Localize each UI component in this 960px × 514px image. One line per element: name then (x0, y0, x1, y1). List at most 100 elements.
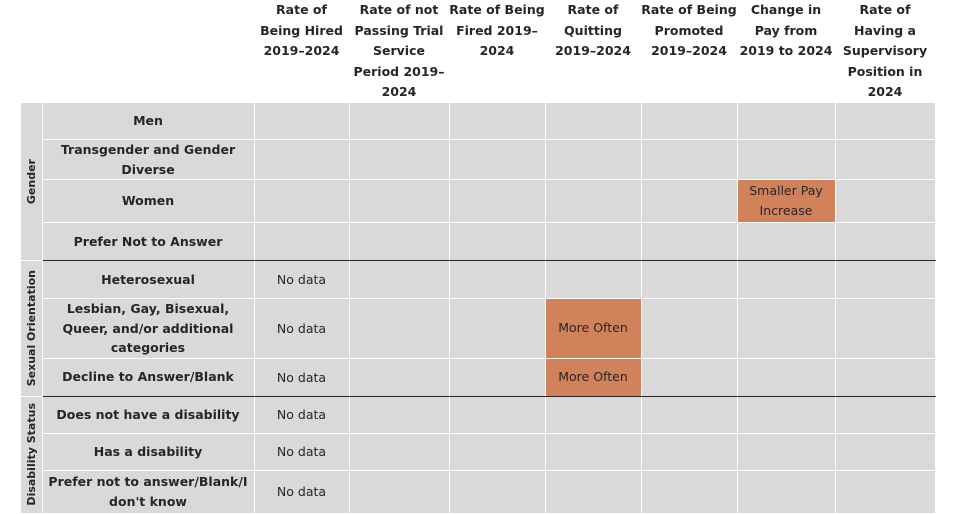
table-cell (449, 260, 546, 299)
table-cell (545, 260, 642, 299)
table-cell (449, 470, 546, 514)
table-cell (349, 102, 450, 140)
table-cell (641, 179, 738, 223)
table-cell (835, 139, 936, 180)
table-cell (737, 396, 836, 434)
table-cell (449, 298, 546, 359)
row-label: Prefer Not to Answer (42, 222, 255, 261)
table-cell (737, 222, 836, 261)
table-cell (737, 470, 836, 514)
table-row: Prefer Not to Answer (21, 222, 936, 261)
group-label-disability-status: Disability Status (21, 396, 43, 514)
table-cell (545, 396, 642, 434)
table-cell (641, 222, 738, 261)
table-cell (737, 298, 836, 359)
table-cell (641, 102, 738, 140)
column-header-fired: Rate of Being Fired 2019–2024 (449, 0, 545, 103)
table-cell (737, 102, 836, 140)
table-row: Prefer not to answer/Blank/I don't know … (21, 470, 936, 514)
table-cell (641, 433, 738, 471)
table-cell (835, 179, 936, 223)
table-cell (835, 298, 936, 359)
table-cell (545, 433, 642, 471)
table-cell: No data (254, 470, 350, 514)
table-cell (545, 470, 642, 514)
table-cell (835, 102, 936, 140)
table-cell (737, 260, 836, 299)
highlight-cell-smaller-pay-increase: Smaller Pay Increase (737, 179, 836, 223)
table-cell (641, 358, 738, 397)
table-cell (254, 102, 350, 140)
table-cell (449, 102, 546, 140)
table-cell (449, 179, 546, 223)
row-label: Men (42, 102, 255, 140)
row-label: Does not have a disability (42, 396, 255, 434)
table-cell (449, 358, 546, 397)
table-cell (737, 433, 836, 471)
table-cell (349, 139, 450, 180)
table-cell (349, 358, 450, 397)
header-corner (21, 0, 42, 103)
table-cell: No data (254, 298, 350, 359)
table-cell (349, 433, 450, 471)
table-cell (349, 179, 450, 223)
table-row: Women Smaller Pay Increase (21, 179, 936, 223)
table-cell (449, 222, 546, 261)
table-cell: No data (254, 433, 350, 471)
table-cell (835, 260, 936, 299)
table-cell (349, 470, 450, 514)
table-cell (641, 139, 738, 180)
table-cell (835, 433, 936, 471)
row-label: Prefer not to answer/Blank/I don't know (42, 470, 255, 514)
table-cell (641, 298, 738, 359)
table-cell (835, 396, 936, 434)
group-label-gender: Gender (21, 102, 43, 261)
table-row: Has a disability No data (21, 433, 936, 471)
table-cell (641, 260, 738, 299)
row-label: Has a disability (42, 433, 255, 471)
table-cell (835, 470, 936, 514)
header-row: Rate of Being Hired 2019–2024 Rate of no… (21, 0, 935, 103)
table-cell (545, 102, 642, 140)
table-cell (835, 222, 936, 261)
column-header-pay-change: Change in Pay from 2019 to 2024 (737, 0, 835, 103)
column-header-supervisory: Rate of Having a Supervisory Position in… (835, 0, 935, 103)
table-row: Transgender and Gender Diverse (21, 139, 936, 180)
row-label: Transgender and Gender Diverse (42, 139, 255, 180)
table-cell (349, 396, 450, 434)
table-cell (449, 396, 546, 434)
table-cell (449, 139, 546, 180)
table-cell: No data (254, 396, 350, 434)
outcomes-table: Rate of Being Hired 2019–2024 Rate of no… (21, 0, 936, 514)
column-header-promoted: Rate of Being Promoted 2019–2024 (641, 0, 737, 103)
table-cell (737, 139, 836, 180)
table-cell (737, 358, 836, 397)
row-label: Lesbian, Gay, Bisexual, Queer, and/or ad… (42, 298, 255, 359)
table-row: Sexual Orientation Heterosexual No data (21, 260, 936, 397)
table-cell: No data (254, 358, 350, 397)
table-cell (835, 358, 936, 397)
table-cell (449, 433, 546, 471)
table-cell (254, 179, 350, 223)
table-row: Disability Status Does not have a disabi… (21, 396, 936, 514)
row-label: Heterosexual (42, 260, 255, 299)
table-cell (545, 222, 642, 261)
table-cell: No data (254, 260, 350, 299)
table-cell (254, 139, 350, 180)
row-label: Women (42, 179, 255, 223)
column-header-hired: Rate of Being Hired 2019–2024 (254, 0, 349, 103)
row-label: Decline to Answer/Blank (42, 358, 255, 397)
table-cell (349, 260, 450, 299)
table-cell (254, 222, 350, 261)
column-header-quitting: Rate of Quitting 2019–2024 (545, 0, 641, 103)
table-cell (545, 139, 642, 180)
header-corner-label (42, 0, 254, 103)
highlight-cell-more-often: More Often (545, 358, 642, 397)
table-row: Lesbian, Gay, Bisexual, Queer, and/or ad… (21, 298, 936, 359)
table-cell (545, 179, 642, 223)
table-cell (349, 298, 450, 359)
table-row: Gender Men (21, 102, 936, 261)
group-label-sexual-orientation: Sexual Orientation (21, 260, 43, 397)
table-cell (641, 396, 738, 434)
table-cell (349, 222, 450, 261)
